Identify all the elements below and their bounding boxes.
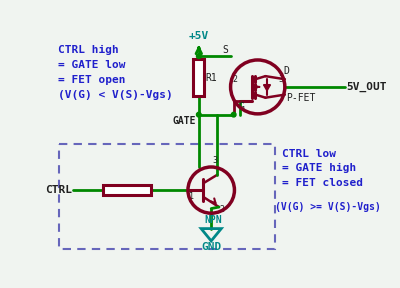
Circle shape [196,54,201,58]
Text: 1: 1 [190,192,194,201]
Text: G: G [238,102,244,112]
Text: P-FET: P-FET [286,93,316,103]
Text: S: S [222,45,228,55]
Text: 3: 3 [213,156,218,166]
Circle shape [231,112,236,117]
Text: D: D [283,66,289,76]
Polygon shape [264,85,270,91]
Text: GATE: GATE [173,116,196,126]
Text: CTRL high
= GATE low
= FET open
(V(G) < V(S)-Vgs): CTRL high = GATE low = FET open (V(G) < … [58,45,172,100]
Text: R1: R1 [206,73,218,83]
Text: 4K7: 4K7 [194,70,203,85]
Circle shape [196,112,201,117]
Text: CTRL: CTRL [45,185,72,195]
Text: 1K8: 1K8 [119,185,134,195]
Text: 2: 2 [232,75,237,84]
FancyBboxPatch shape [193,59,204,96]
Text: GND: GND [201,242,221,253]
Text: NPN: NPN [204,215,222,225]
Text: 5V_OUT: 5V_OUT [346,82,386,92]
Text: 3: 3 [278,75,283,84]
Text: CTRL low
= GATE high
= FET closed: CTRL low = GATE high = FET closed [282,149,364,188]
Text: +5V: +5V [189,31,209,41]
Text: (V(G) >= V(S)-Vgs): (V(G) >= V(S)-Vgs) [275,202,380,213]
FancyBboxPatch shape [103,185,151,195]
Text: 2: 2 [220,206,225,215]
